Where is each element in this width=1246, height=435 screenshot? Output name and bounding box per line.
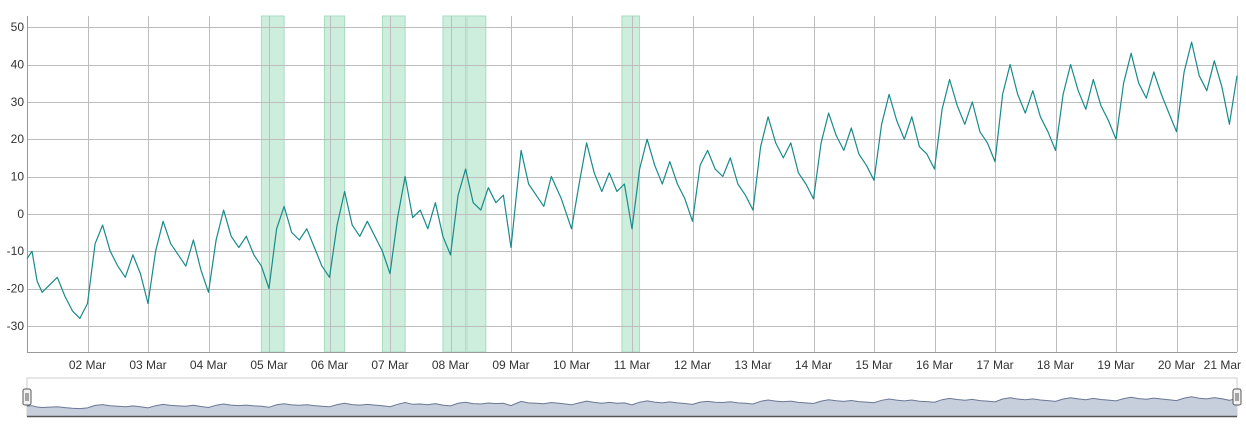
y-tick-label: -10 <box>7 244 25 258</box>
x-tick-label: 03 Mar <box>129 358 166 372</box>
series-line <box>26 41 1238 319</box>
handle-grip[interactable] <box>22 388 32 406</box>
range-navigator[interactable] <box>22 377 1242 418</box>
navigator-left-handle[interactable] <box>22 388 32 406</box>
x-tick-label: 08 Mar <box>432 358 469 372</box>
y-tick-label: -20 <box>7 282 25 296</box>
highlight-band <box>381 15 406 353</box>
y-axis: -30 -20 -10 0 10 20 30 40 50 <box>7 20 25 333</box>
handle-grip[interactable] <box>1232 388 1242 406</box>
x-tick-label: 18 Mar <box>1037 358 1074 372</box>
navigator-right-handle[interactable] <box>1232 388 1242 406</box>
x-tick-label: 06 Mar <box>311 358 348 372</box>
x-tick-label: 07 Mar <box>371 358 408 372</box>
x-tick-label: 17 Mar <box>976 358 1013 372</box>
x-tick-label: 16 Mar <box>916 358 953 372</box>
x-tick-label: 10 Mar <box>553 358 590 372</box>
highlight-band <box>466 15 487 353</box>
x-tick-label: 09 Mar <box>492 358 529 372</box>
x-tick-label: 13 Mar <box>734 358 771 372</box>
highlight-band <box>442 15 467 353</box>
navigator-line <box>26 396 1238 410</box>
grid-lines <box>27 16 1238 353</box>
highlight-band <box>323 15 346 353</box>
y-tick-label: 0 <box>17 207 24 221</box>
y-tick-label: 30 <box>11 95 25 109</box>
x-tick-label: 12 Mar <box>674 358 711 372</box>
x-tick-label: 14 Mar <box>795 358 832 372</box>
y-tick-label: 10 <box>11 170 25 184</box>
series-layer <box>26 41 1238 319</box>
x-tick-label: 15 Mar <box>855 358 892 372</box>
highlight-band <box>260 15 285 353</box>
y-tick-label: 40 <box>11 58 25 72</box>
x-tick-label: 20 Mar <box>1158 358 1195 372</box>
y-tick-label: 20 <box>11 132 25 146</box>
x-tick-label: 19 Mar <box>1097 358 1134 372</box>
highlight-bands <box>260 15 641 353</box>
x-tick-label: 21 Mar <box>1204 358 1241 372</box>
x-tick-label: 04 Mar <box>190 358 227 372</box>
x-tick-label: 11 Mar <box>614 358 650 372</box>
navigator-area <box>27 396 1237 416</box>
y-tick-label: -30 <box>7 319 25 333</box>
x-tick-label: 02 Mar <box>69 358 106 372</box>
x-axis: 02 Mar 03 Mar 04 Mar 05 Mar 06 Mar 07 Mar 08 M… <box>69 358 1241 372</box>
y-tick-label: 50 <box>11 20 25 34</box>
x-tick-label: 05 Mar <box>250 358 287 372</box>
